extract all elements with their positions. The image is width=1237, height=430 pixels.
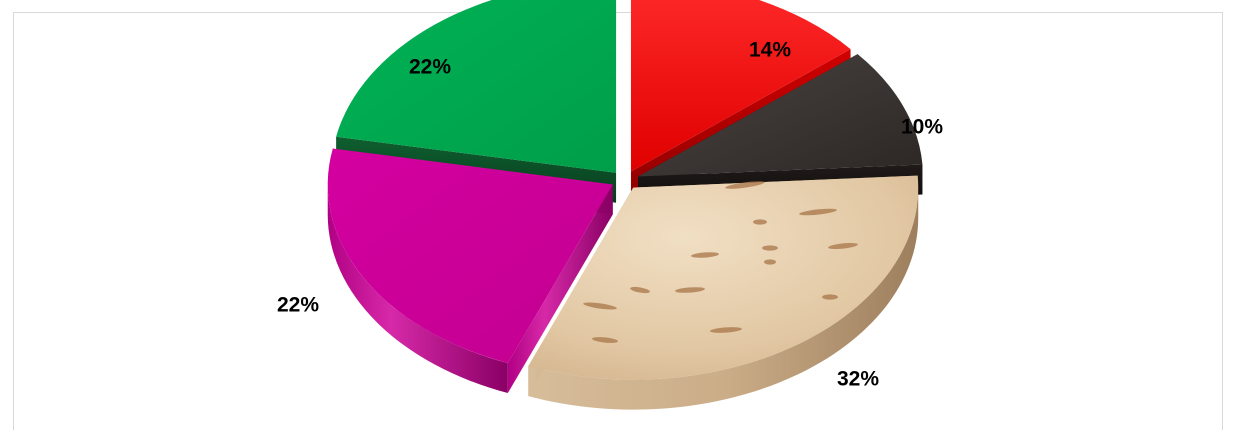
- pie-slice-2[interactable]: [638, 54, 923, 177]
- pie-tops: [327, 0, 923, 380]
- data-label-1: 14%: [749, 39, 791, 62]
- pie-slice-3[interactable]: [528, 175, 919, 380]
- fossil-mark: [675, 287, 705, 293]
- pie-slice-side-3: [528, 187, 919, 410]
- fossil-mark: [691, 252, 719, 258]
- pie-slice-side-4: [327, 184, 508, 394]
- fossil-mark: [630, 286, 650, 294]
- fossil-mark: [828, 242, 858, 250]
- fossil-mark: [762, 245, 778, 251]
- fossil-mark: [592, 337, 618, 343]
- pie-slice-4[interactable]: [327, 148, 613, 364]
- data-label-5: 22%: [409, 56, 451, 79]
- pie-slice-5[interactable]: [336, 0, 617, 173]
- fossil-mark: [764, 259, 776, 265]
- fossil-mark: [799, 208, 837, 216]
- data-label-3: 32%: [837, 368, 879, 391]
- slice-texture: [583, 181, 858, 343]
- fossil-mark: [725, 181, 765, 189]
- data-label-4: 22%: [277, 294, 319, 317]
- fossil-mark: [710, 327, 742, 333]
- data-labels: 14% 10% 32% 22% 22%: [277, 39, 943, 391]
- pie-slice-wall-4-1: [507, 184, 613, 394]
- fossil-mark: [753, 219, 767, 225]
- pie-slice-1[interactable]: [630, 0, 851, 172]
- fossil-mark: [583, 302, 617, 310]
- fossil-mark: [822, 294, 838, 300]
- data-label-2: 10%: [901, 116, 943, 139]
